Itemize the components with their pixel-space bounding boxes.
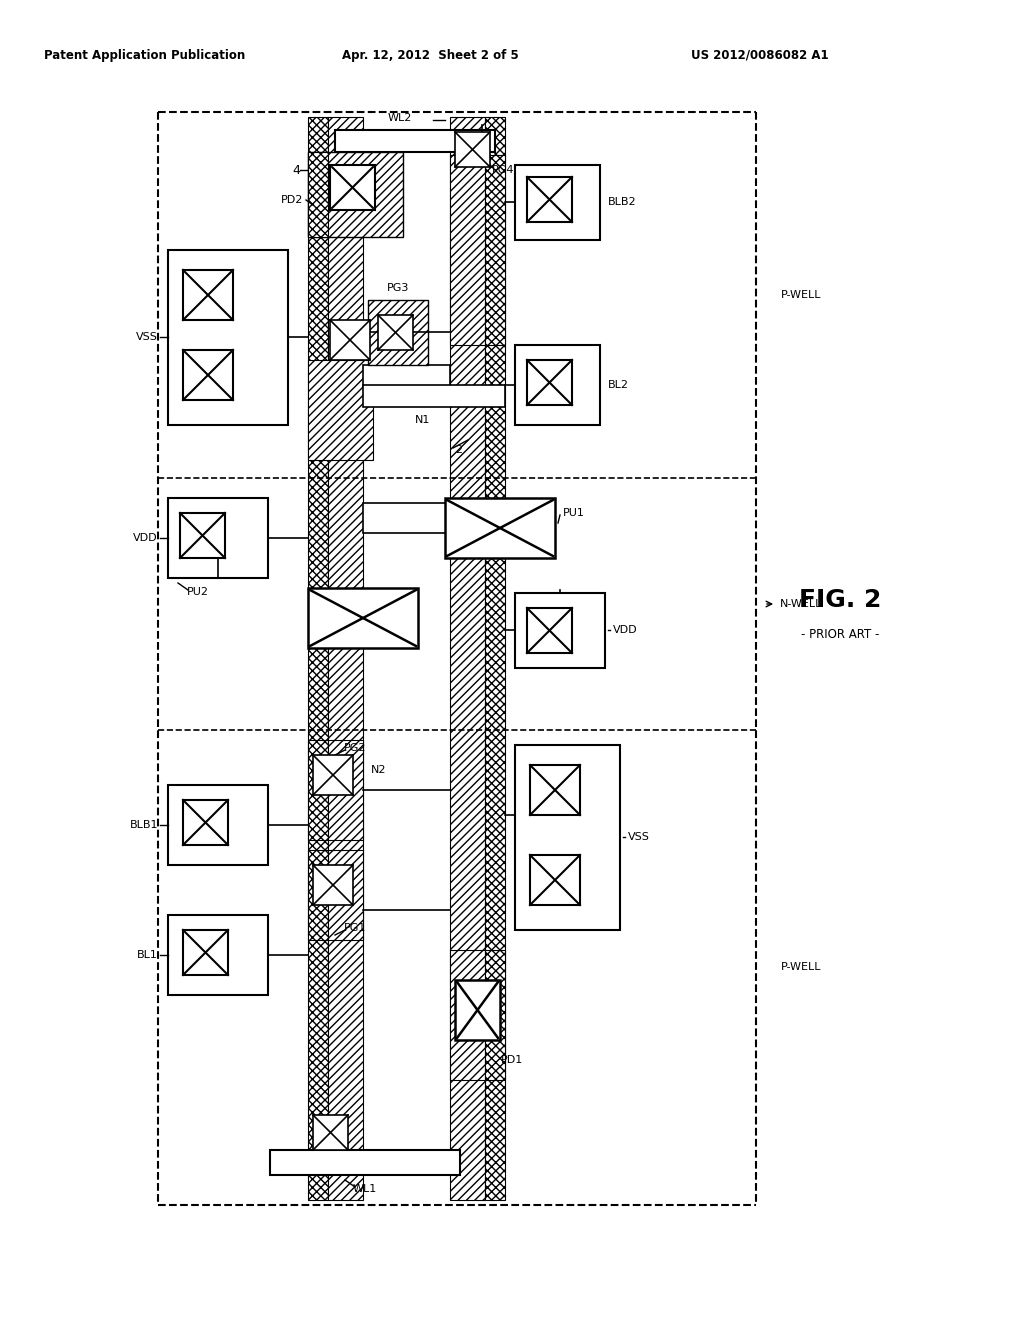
- Text: PU2: PU2: [187, 587, 209, 597]
- Bar: [168, 249, 288, 425]
- Bar: [313, 1115, 348, 1150]
- Bar: [313, 755, 353, 795]
- Text: VSS: VSS: [628, 832, 650, 842]
- Text: PU1: PU1: [563, 508, 585, 517]
- Text: BLB2: BLB2: [608, 197, 637, 207]
- Bar: [183, 350, 233, 400]
- Text: FIG. 2: FIG. 2: [799, 587, 882, 612]
- Text: VSS: VSS: [136, 333, 158, 342]
- Text: N2: N2: [371, 766, 386, 775]
- Bar: [450, 950, 485, 1080]
- Bar: [445, 498, 555, 558]
- Text: PG4: PG4: [492, 165, 514, 176]
- Text: 2: 2: [455, 445, 462, 455]
- Bar: [515, 345, 600, 425]
- Text: Patent Application Publication: Patent Application Publication: [44, 49, 246, 62]
- Text: WL1: WL1: [353, 1184, 377, 1195]
- Text: N-WELL: N-WELL: [780, 599, 822, 609]
- Bar: [328, 850, 362, 940]
- Text: PG1: PG1: [344, 923, 367, 933]
- Bar: [527, 609, 572, 653]
- Bar: [180, 513, 225, 558]
- Bar: [362, 385, 505, 407]
- Bar: [330, 319, 370, 360]
- Bar: [270, 1150, 460, 1175]
- Bar: [515, 744, 620, 931]
- Bar: [362, 503, 450, 533]
- Bar: [455, 979, 500, 1040]
- Bar: [308, 587, 418, 648]
- Bar: [530, 766, 580, 814]
- Bar: [530, 855, 580, 906]
- Text: Apr. 12, 2012  Sheet 2 of 5: Apr. 12, 2012 Sheet 2 of 5: [342, 49, 518, 62]
- Bar: [168, 498, 268, 578]
- Bar: [335, 129, 495, 152]
- Bar: [527, 360, 572, 405]
- Bar: [485, 950, 505, 1080]
- Text: PG2: PG2: [344, 743, 367, 752]
- Bar: [308, 152, 328, 238]
- Text: P-WELL: P-WELL: [780, 290, 821, 300]
- Bar: [450, 154, 485, 345]
- Text: PG3: PG3: [387, 282, 410, 293]
- Text: BLB1: BLB1: [129, 820, 158, 830]
- Bar: [527, 177, 572, 222]
- Text: 4: 4: [292, 164, 300, 177]
- Text: BL2: BL2: [608, 380, 629, 389]
- Text: BL1: BL1: [137, 950, 158, 960]
- Bar: [485, 117, 505, 1200]
- Bar: [515, 593, 605, 668]
- Text: PD1: PD1: [501, 1055, 523, 1065]
- Bar: [362, 366, 450, 387]
- Text: VDD: VDD: [613, 624, 638, 635]
- Bar: [313, 865, 353, 906]
- Text: WL2: WL2: [388, 114, 413, 123]
- Bar: [168, 915, 268, 995]
- Bar: [183, 271, 233, 319]
- Bar: [368, 300, 428, 366]
- Text: US 2012/0086082 A1: US 2012/0086082 A1: [691, 49, 828, 62]
- Bar: [308, 850, 328, 940]
- Text: P-WELL: P-WELL: [780, 962, 821, 972]
- Bar: [183, 931, 228, 975]
- Bar: [308, 152, 403, 238]
- Bar: [515, 165, 600, 240]
- Bar: [168, 785, 268, 865]
- Bar: [485, 154, 505, 345]
- Bar: [330, 165, 375, 210]
- Bar: [455, 132, 490, 168]
- Bar: [308, 360, 373, 459]
- Text: - PRIOR ART -: - PRIOR ART -: [801, 628, 880, 642]
- Text: PD2: PD2: [281, 195, 303, 205]
- Bar: [308, 741, 328, 840]
- Text: VDD: VDD: [133, 533, 158, 543]
- Bar: [378, 315, 413, 350]
- Text: N1: N1: [415, 414, 430, 425]
- Bar: [328, 741, 362, 840]
- Bar: [183, 800, 228, 845]
- Bar: [308, 117, 328, 1200]
- Bar: [328, 117, 362, 1200]
- Bar: [450, 117, 485, 1200]
